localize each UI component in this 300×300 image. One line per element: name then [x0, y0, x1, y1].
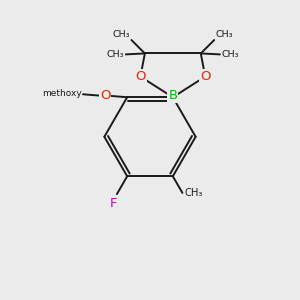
Text: CH₃: CH₃ — [112, 30, 130, 39]
Text: CH₃: CH₃ — [221, 50, 239, 59]
Text: CH₃: CH₃ — [216, 30, 233, 39]
Text: F: F — [110, 197, 118, 210]
Text: O: O — [100, 89, 110, 102]
Text: O: O — [200, 70, 211, 83]
Text: O: O — [135, 70, 146, 83]
Text: B: B — [168, 89, 177, 102]
Text: CH₃: CH₃ — [107, 50, 124, 59]
Text: CH₃: CH₃ — [185, 188, 203, 198]
Text: methoxy: methoxy — [42, 89, 82, 98]
